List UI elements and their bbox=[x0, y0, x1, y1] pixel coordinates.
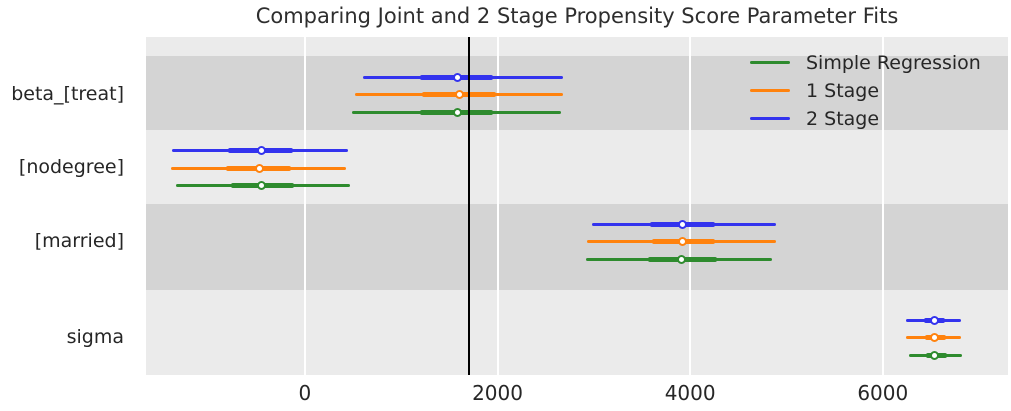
y-axis-label: beta_[treat] bbox=[11, 82, 124, 105]
x-tick-label: 2000 bbox=[472, 381, 523, 405]
x-tick-label: 0 bbox=[298, 381, 312, 405]
gridline-6000 bbox=[881, 37, 884, 375]
point-marker-2-stage bbox=[256, 146, 266, 155]
y-axis-label: sigma bbox=[66, 325, 124, 348]
gridline-4000 bbox=[689, 37, 692, 375]
point-marker-1-stage bbox=[929, 333, 939, 342]
point-marker-simple-regression bbox=[677, 254, 687, 264]
point-marker-1-stage bbox=[254, 163, 264, 173]
x-tick-label: 6000 bbox=[857, 381, 909, 405]
y-axis-label: [nodegree] bbox=[18, 156, 124, 178]
reference-line bbox=[467, 37, 470, 375]
point-marker-2-stage bbox=[929, 315, 939, 325]
point-marker-simple-regression bbox=[256, 181, 266, 190]
point-marker-2-stage bbox=[452, 72, 462, 82]
category-band bbox=[146, 204, 1008, 290]
gridline-2000 bbox=[496, 37, 499, 375]
chart-title: Comparing Joint and 2 Stage Propensity S… bbox=[255, 4, 899, 28]
y-axis-label: [married] bbox=[34, 229, 124, 252]
category-band bbox=[146, 56, 1008, 130]
point-marker-simple-regression bbox=[929, 350, 939, 360]
point-marker-1-stage bbox=[678, 237, 688, 246]
point-marker-2-stage bbox=[678, 219, 688, 229]
plot-area: Simple Regression 1 Stage 2 Stage bbox=[146, 37, 1008, 375]
point-marker-1-stage bbox=[454, 90, 464, 99]
gridline-0 bbox=[303, 37, 306, 375]
x-tick-label: 4000 bbox=[664, 381, 716, 405]
point-marker-simple-regression bbox=[452, 107, 462, 117]
